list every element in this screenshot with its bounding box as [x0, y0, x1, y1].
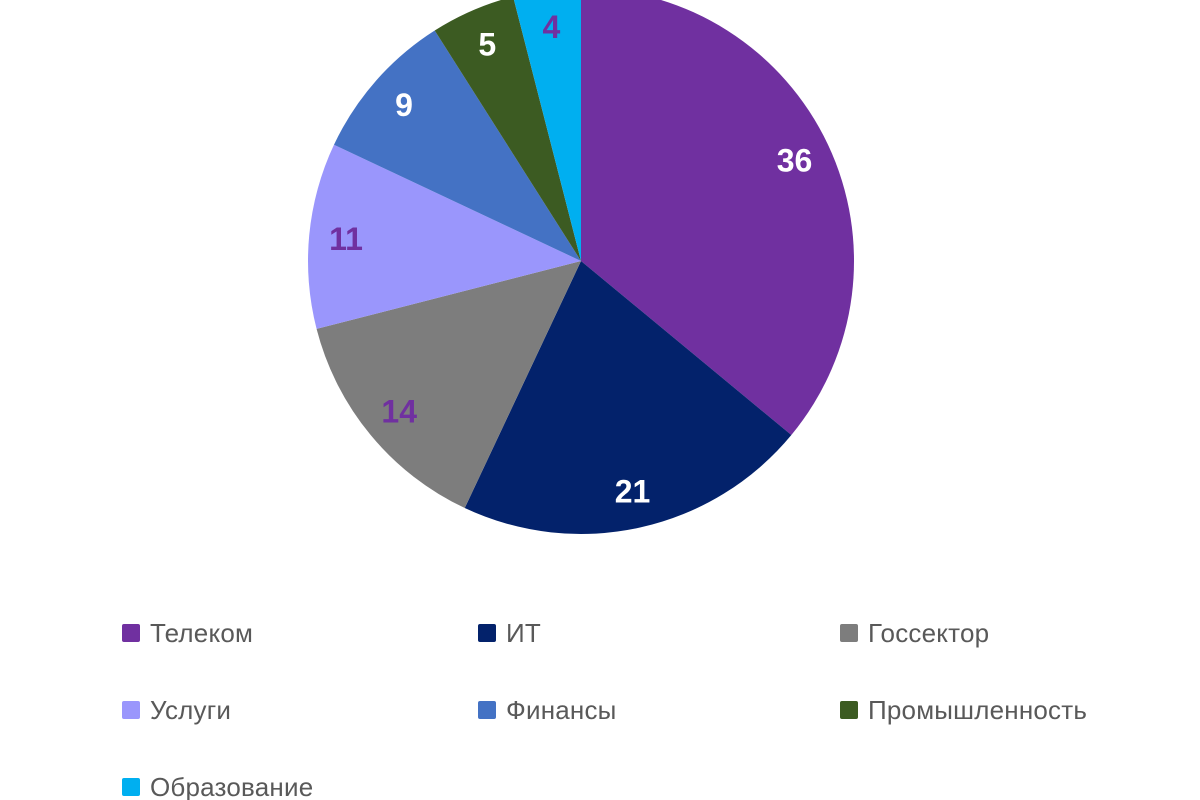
legend-swatch-government [840, 624, 858, 642]
legend-label-finance: Финансы [506, 695, 617, 725]
legend-swatch-it [478, 624, 496, 642]
pie-slice-services[interactable] [308, 144, 581, 329]
legend-label-government: Госсектор [868, 618, 990, 648]
legend-label-telecom: Телеком [150, 618, 254, 648]
legend-item-government[interactable]: Госсектор [840, 618, 989, 648]
legend-item-education[interactable]: Образование [122, 772, 313, 800]
legend-item-it[interactable]: ИТ [478, 618, 541, 648]
legend-swatch-services [122, 701, 140, 719]
legend-item-services[interactable]: Услуги [122, 695, 231, 725]
legend-item-finance[interactable]: Финансы [478, 695, 617, 725]
legend-swatch-telecom [122, 624, 140, 642]
pie-slice-finance[interactable] [333, 30, 581, 262]
legend-swatch-industry [840, 701, 858, 719]
pie-slice-telecom[interactable] [581, 0, 854, 436]
pie-slice-it[interactable] [464, 261, 792, 535]
legend-swatch-finance [478, 701, 496, 719]
legend-swatch-education [122, 778, 140, 796]
legend-label-industry: Промышленность [868, 695, 1088, 725]
pie-slice-education[interactable] [513, 0, 581, 261]
legend-item-industry[interactable]: Промышленность [840, 695, 1087, 725]
pie-slice-industry[interactable] [434, 0, 581, 261]
legend-label-services: Услуги [150, 695, 232, 725]
legend-label-it: ИТ [506, 618, 541, 648]
legend-item-telecom[interactable]: Телеком [122, 618, 253, 648]
legend-label-education: Образование [150, 772, 314, 800]
pie-slice-government[interactable] [316, 261, 581, 509]
